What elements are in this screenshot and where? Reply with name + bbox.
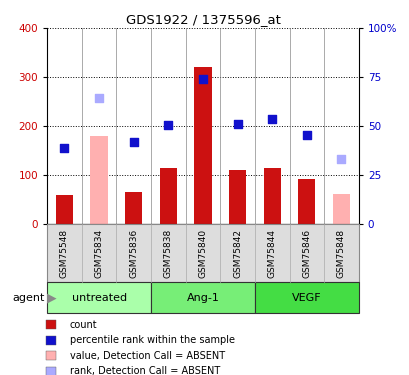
Bar (297, 179, 315, 224)
Text: GSM75838: GSM75838 (164, 229, 173, 278)
Text: agent: agent (13, 293, 45, 303)
Bar (56, 195, 73, 224)
Point (61, 145, 67, 151)
Text: GSM75846: GSM75846 (301, 229, 310, 278)
Point (268, 116, 275, 122)
Text: untreated: untreated (71, 293, 126, 303)
Text: VEGF: VEGF (291, 293, 321, 303)
Bar (263, 168, 280, 224)
Point (303, 132, 309, 138)
Text: GSM75834: GSM75834 (94, 229, 103, 278)
Point (96, 95, 102, 101)
Bar (228, 170, 246, 224)
Text: value, Detection Call = ABSENT: value, Detection Call = ABSENT (70, 351, 224, 360)
Point (165, 122, 171, 128)
Text: GSM75836: GSM75836 (129, 229, 138, 278)
Text: rank, Detection Call = ABSENT: rank, Detection Call = ABSENT (70, 366, 219, 375)
Text: GSM75840: GSM75840 (198, 229, 207, 278)
Bar (194, 68, 211, 224)
Text: GSM75844: GSM75844 (267, 229, 276, 278)
Point (234, 121, 240, 127)
Text: percentile rank within the sample: percentile rank within the sample (70, 335, 234, 345)
Text: count: count (70, 320, 97, 330)
Bar (125, 192, 142, 224)
Text: ▶: ▶ (47, 291, 56, 304)
Text: GSM75848: GSM75848 (336, 229, 345, 278)
Text: GSM75548: GSM75548 (60, 229, 69, 278)
Title: GDS1922 / 1375596_at: GDS1922 / 1375596_at (125, 13, 280, 26)
Text: GSM75842: GSM75842 (232, 229, 241, 278)
Point (130, 140, 137, 146)
Point (199, 76, 206, 82)
Bar (159, 168, 177, 224)
Text: Ang-1: Ang-1 (186, 293, 219, 303)
Bar (332, 194, 349, 224)
Bar (90, 136, 108, 224)
Point (337, 156, 344, 162)
